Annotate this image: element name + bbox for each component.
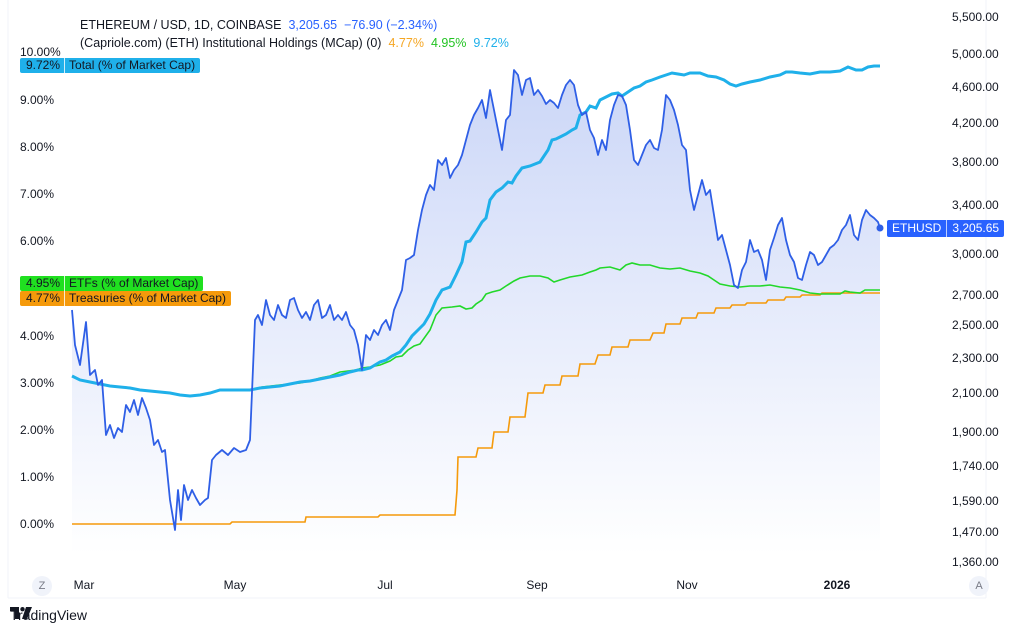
tradingview-logo-icon [10,607,32,619]
ethusd-price-tag[interactable]: ETHUSD 3,205.65 [887,220,1005,237]
last-price-dot [876,224,884,232]
right-axis-label: 1,740.00 [952,459,999,473]
right-axis-label: 1,360.00 [952,555,999,569]
total-series-tag[interactable]: 9.72% Total (% of Market Cap) [20,58,201,73]
price-change: −76.90 (−2.34%) [344,18,438,32]
indicator-title: (Capriole.com) (ETH) Institutional Holdi… [80,36,382,50]
time-axis-label: Mar [73,578,95,592]
time-axis-label-year: 2026 [823,578,851,592]
etfs-line [236,262,880,391]
eth-price-line [71,69,881,531]
right-axis-label: 4,200.00 [952,116,999,130]
treasuries-tag-value: 4.77% [20,291,66,306]
indicator-value-treasuries: 4.77% [388,36,424,50]
right-axis-label: 3,400.00 [952,198,999,212]
etfs-series-tag[interactable]: 4.95% ETFs (% of Market Cap) [20,276,204,291]
auto-scale-button[interactable]: A [969,576,989,596]
symbol-title: ETHEREUM / USD, 1D, COINBASE [80,18,282,32]
etfs-tag-label: ETFs (% of Market Cap) [69,276,199,290]
indicator-value-total: 9.72% [473,36,509,50]
indicator-value-etfs: 4.95% [430,36,467,50]
legend-symbol-row[interactable]: ETHEREUM / USD, 1D, COINBASE 3,205.65 −7… [80,16,509,34]
right-axis-label: 2,300.00 [952,351,999,365]
right-axis-label: 5,500.00 [952,10,999,24]
total-tag-value: 9.72% [20,58,66,73]
treasuries-line [72,292,880,525]
right-axis-label: 4,600.00 [952,80,999,94]
right-axis-label: 2,700.00 [952,288,999,302]
right-axis-label: 1,470.00 [952,525,999,539]
time-axis-label: Jul [377,578,393,592]
left-axis-label: 2.00% [20,423,55,437]
legend-indicator-row[interactable]: (Capriole.com) (ETH) Institutional Holdi… [80,34,509,52]
left-axis-label: 3.00% [20,376,55,390]
right-axis-label: 1,900.00 [952,425,999,439]
chart-canvas[interactable] [0,0,1024,600]
time-axis-label: May [223,578,247,592]
right-axis-label: 1,590.00 [952,494,999,508]
etfs-tag-value: 4.95% [20,276,66,291]
price-tag-symbol: ETHUSD [887,220,948,237]
tradingview-brand[interactable]: TradingView [10,607,87,623]
treasuries-series-tag[interactable]: 4.77% Treasuries (% of Market Cap) [20,291,231,306]
right-axis-label: 2,500.00 [952,318,999,332]
time-axis-label: Nov [676,578,698,592]
time-axis-label: Sep [526,578,548,592]
right-axis-label: 5,000.00 [952,47,999,61]
chart-frame[interactable]: ETHEREUM / USD, 1D, COINBASE 3,205.65 −7… [0,0,1024,600]
price-tag-value: 3,205.65 [952,221,1000,235]
left-axis-label: 8.00% [20,140,55,154]
last-price: 3,205.65 [288,18,338,32]
right-axis-label: 3,800.00 [952,155,999,169]
left-axis-label: 6.00% [20,234,55,248]
treasuries-tag-label: Treasuries (% of Market Cap) [69,291,226,305]
chart-legend: ETHEREUM / USD, 1D, COINBASE 3,205.65 −7… [80,16,509,52]
left-axis-label: 10.00% [20,45,61,59]
left-axis-label: 1.00% [20,470,55,484]
total-line [71,64,880,398]
left-axis-label: 4.00% [20,329,55,343]
total-tag-label: Total (% of Market Cap) [69,58,196,72]
right-axis-label: 3,000.00 [952,247,999,261]
price-area-fill [72,70,880,555]
left-axis-label: 9.00% [20,93,55,107]
zoom-button[interactable]: Z [32,576,52,596]
left-axis-label: 0.00% [20,517,55,531]
left-axis-label: 7.00% [20,187,55,201]
right-axis-label: 2,100.00 [952,386,999,400]
